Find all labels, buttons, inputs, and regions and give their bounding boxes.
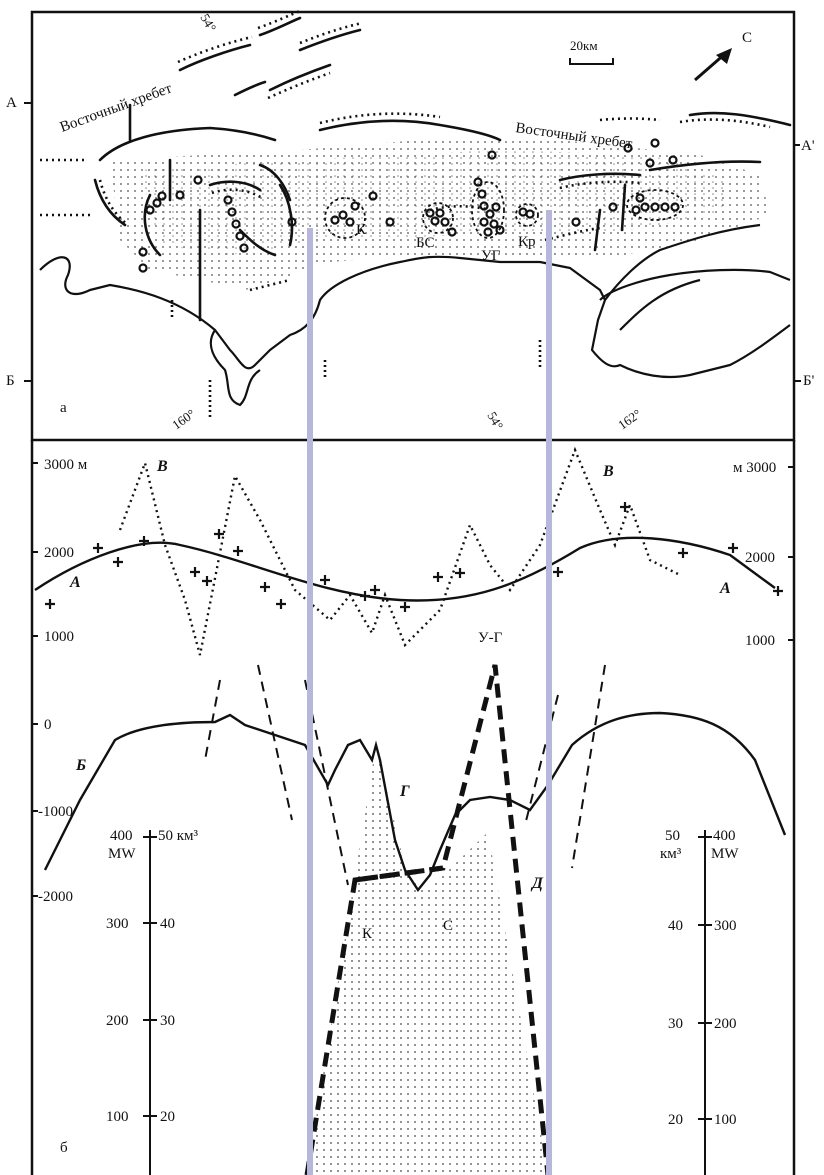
north-label: С bbox=[742, 30, 752, 46]
map-frame bbox=[30, 10, 796, 442]
curve-label-g: Г bbox=[399, 783, 410, 800]
panel-b-frame bbox=[30, 440, 796, 1175]
left-power-unit: MW bbox=[108, 846, 136, 862]
left-volume-30: 30 bbox=[160, 1013, 175, 1029]
left-power-100: 100 bbox=[106, 1109, 129, 1125]
right-power-200: 200 bbox=[714, 1016, 737, 1032]
center-label-k: К bbox=[356, 222, 367, 238]
ridge-label-1: Восточный хребет bbox=[58, 80, 175, 135]
curve-label-d: Д bbox=[530, 875, 544, 892]
north-arrow: С bbox=[694, 30, 752, 82]
right-elevation-axis: м 3000 2000 1000 bbox=[733, 460, 794, 649]
panel-a-map: Восточный хребет Восточный хребет 54° 54… bbox=[6, 9, 815, 442]
left-volume-top: 50 км³ bbox=[158, 828, 199, 844]
right-power-100: 100 bbox=[714, 1112, 737, 1128]
left-volume-40: 40 bbox=[160, 916, 175, 932]
panel-b-label: б bbox=[60, 1140, 68, 1156]
point-label-k: К bbox=[362, 926, 373, 942]
coastline-peninsula bbox=[599, 268, 791, 301]
curve-label-v-left: В bbox=[156, 458, 168, 475]
curve-d-thick bbox=[304, 664, 551, 1175]
faults bbox=[93, 16, 792, 322]
right-volume-top: 50 bbox=[665, 828, 680, 844]
dashed-faults bbox=[204, 664, 606, 886]
curve-label-b-left: Б bbox=[75, 757, 86, 774]
point-label-ug: У-Г bbox=[478, 630, 503, 646]
river-1 bbox=[604, 223, 761, 301]
right-power-top: 400 bbox=[713, 828, 736, 844]
right-volume-power-axis: 50 км³ 400 MW 40 300 30 200 20 100 bbox=[660, 828, 739, 1175]
right-volume-40: 40 bbox=[668, 918, 683, 934]
lon-label-left: 160° bbox=[169, 406, 198, 432]
lon-label-right: 162° bbox=[615, 406, 644, 432]
left-elev-1000: 1000 bbox=[44, 629, 74, 645]
left-power-200: 200 bbox=[106, 1013, 129, 1029]
right-elev-1000: 1000 bbox=[745, 633, 775, 649]
right-elev-3000: м 3000 bbox=[733, 460, 776, 476]
curve-label-a-left: А bbox=[69, 574, 81, 591]
coastline-inlets bbox=[209, 329, 261, 407]
data-crosses bbox=[45, 502, 783, 612]
curve-label-a-right: А bbox=[719, 580, 731, 597]
center-label-bs: БС bbox=[416, 235, 435, 251]
right-elev-2000: 2000 bbox=[745, 550, 775, 566]
left-elev-0: 0 bbox=[44, 717, 52, 733]
right-volume-20: 20 bbox=[668, 1112, 683, 1128]
center-label-kr: Кр bbox=[518, 234, 536, 250]
left-elev-3000: 3000 м bbox=[44, 457, 88, 473]
k-s-segment bbox=[354, 865, 444, 883]
point-label-s: С bbox=[443, 918, 453, 934]
left-volume-20: 20 bbox=[160, 1109, 175, 1125]
curve-v-dotted bbox=[118, 446, 681, 656]
right-power-unit: MW bbox=[711, 846, 739, 862]
guide-line-left bbox=[307, 228, 313, 1175]
left-elevation-axis: 3000 м 2000 1000 0 -1000 -2000 bbox=[32, 457, 88, 905]
profile-right-b: Б' bbox=[803, 373, 815, 389]
scale-bar: 20км bbox=[569, 38, 614, 65]
curve-label-v-right: В bbox=[602, 463, 614, 480]
left-power-volume-axis: 400 MW 50 км³ 300 40 200 30 100 20 bbox=[106, 828, 199, 1175]
curve-b-basement bbox=[43, 711, 787, 893]
center-outlines bbox=[324, 181, 684, 239]
right-power-300: 300 bbox=[714, 918, 737, 934]
curve-a-relief bbox=[34, 536, 776, 602]
left-elev-neg1000: -1000 bbox=[38, 804, 73, 820]
coastline bbox=[39, 255, 791, 379]
lat-label-top: 54° bbox=[197, 11, 219, 34]
center-label-ug: УГ bbox=[481, 248, 501, 264]
heat-source-area bbox=[307, 745, 548, 1175]
volcanic-vents bbox=[138, 138, 680, 273]
profile-left-b: Б bbox=[6, 373, 15, 389]
left-elev-2000: 2000 bbox=[44, 545, 74, 561]
left-power-top: 400 bbox=[110, 828, 133, 844]
panel-a-label: а bbox=[60, 400, 67, 416]
lat-label-bottom: 54° bbox=[484, 409, 506, 432]
river-2 bbox=[619, 278, 701, 331]
scale-label: 20км bbox=[570, 38, 598, 53]
left-power-300: 300 bbox=[106, 916, 129, 932]
right-volume-unit: км³ bbox=[660, 846, 682, 862]
profile-left-a: А bbox=[6, 95, 17, 111]
panel-b-profile: У-Г С К А А Б В В Г Д 3000 м 2000 1000 0… bbox=[30, 210, 796, 1175]
left-elev-neg2000: -2000 bbox=[38, 889, 73, 905]
profile-right-a: А' bbox=[801, 138, 815, 154]
guide-line-right bbox=[546, 210, 552, 1175]
right-volume-30: 30 bbox=[668, 1016, 683, 1032]
